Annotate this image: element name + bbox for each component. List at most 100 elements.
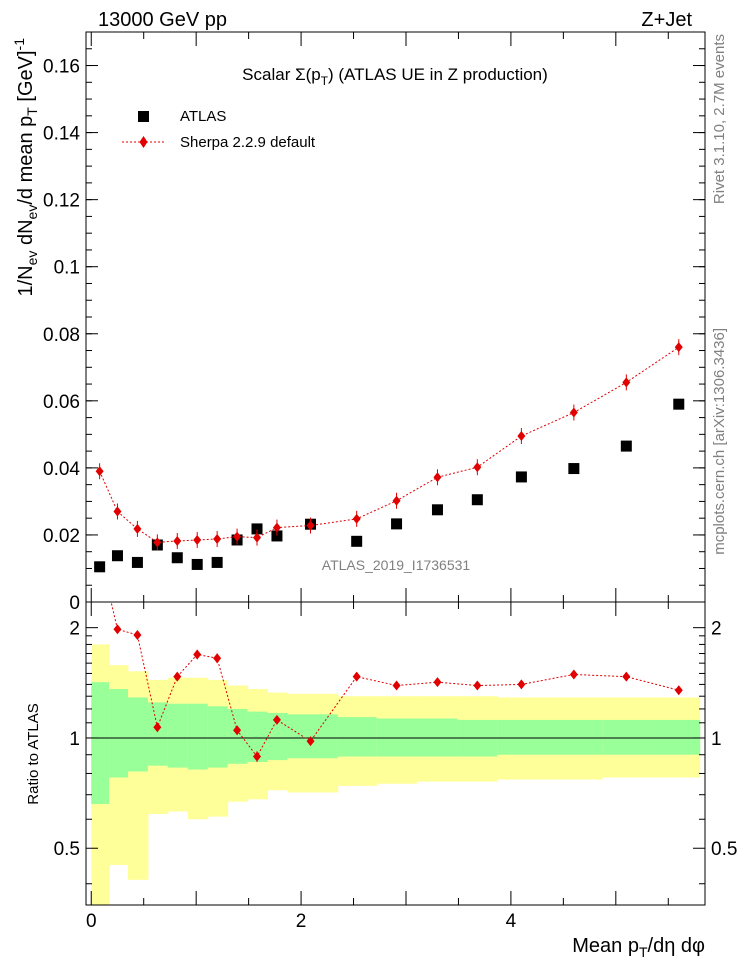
y-tick-label-main: 0	[69, 593, 80, 614]
analysis-watermark: ATLAS_2019_I1736531	[322, 557, 471, 573]
sherpa-ratio-point	[193, 649, 202, 660]
sherpa-data-point	[392, 495, 401, 506]
legend-atlas-label: ATLAS	[180, 108, 226, 125]
sherpa-data-point	[133, 523, 142, 534]
y-tick-label-main: 0.06	[43, 392, 80, 413]
atlas-data-point	[620, 440, 632, 452]
sherpa-data-point	[253, 532, 262, 543]
ratio-uncertainty-band-inner	[545, 719, 603, 755]
sherpa-data-point	[674, 342, 683, 353]
sherpa-data-point	[352, 513, 361, 524]
y-tick-label-ratio-right: 0.5	[711, 839, 737, 860]
sherpa-ratio-point	[233, 725, 242, 736]
sherpa-ratio-point	[213, 653, 222, 664]
y-axis-label-main: 1/Nev dNev/d mean pT [GeV]-1	[11, 38, 40, 297]
sherpa-data-point	[173, 535, 182, 546]
atlas-data-point	[568, 463, 580, 475]
atlas-data-point	[271, 530, 283, 542]
sherpa-ratio-point	[569, 669, 578, 680]
legend-atlas-marker	[138, 111, 149, 122]
ratio-uncertainty-band-inner	[167, 703, 189, 768]
atlas-data-point	[673, 398, 685, 410]
main-plot-frame	[85, 31, 706, 603]
y-tick-label-main: 0.02	[43, 526, 80, 547]
sherpa-ratio-point	[173, 671, 182, 682]
y-tick-label-main: 0.08	[43, 325, 80, 346]
y-tick-label-main: 0.16	[43, 57, 80, 78]
atlas-data-point	[515, 471, 527, 483]
y-tick-label-main: 0.1	[54, 258, 80, 279]
ratio-uncertainty-band-inner	[267, 712, 288, 761]
ratio-uncertainty-band-inner	[602, 719, 654, 755]
sherpa-ratio-point	[352, 671, 361, 682]
plot-title: Scalar Σ(pT) (ATLAS UE in Z production)	[242, 65, 548, 88]
ratio-uncertainty-band-inner	[227, 708, 249, 764]
sherpa-ratio-point	[96, 548, 104, 558]
atlas-data-point	[191, 558, 203, 570]
atlas-data-point	[251, 523, 263, 535]
atlas-data-point	[211, 556, 223, 568]
rivet-version-label: Rivet 3.1.10, 2.7M events	[711, 34, 728, 204]
y-tick-label-main: 0.12	[43, 191, 80, 212]
y-tick-label-main: 0.04	[43, 459, 80, 480]
main-plot-panel: 0 0.02 0.04 0.06 0.08 0.1 0.12 0.14 0.16 Scalar …	[11, 31, 706, 614]
sherpa-ratio-point	[622, 671, 631, 682]
x-tick-label: 4	[506, 911, 517, 932]
sherpa-ratio-point	[253, 751, 262, 762]
sherpa-ratio-point	[392, 680, 401, 691]
atlas-data-point	[171, 552, 183, 564]
ratio-uncertainty-band-inner	[109, 689, 129, 778]
sherpa-data-point	[233, 531, 242, 542]
sherpa-data-point	[473, 462, 482, 473]
y-tick-label-ratio: 0.5	[54, 839, 80, 860]
x-tick-label: 0	[86, 911, 97, 932]
ratio-uncertainty-band-inner	[287, 714, 339, 759]
sherpa-data-point	[569, 407, 578, 418]
sherpa-ratio-point	[272, 714, 281, 725]
y-tick-label-ratio-right: 2	[711, 619, 722, 640]
sherpa-ratio-point	[113, 624, 122, 635]
sherpa-data-point	[272, 522, 281, 533]
ratio-uncertainty-band-inner	[337, 717, 378, 757]
sherpa-ratio-point	[306, 736, 315, 747]
header-process-label: Z+Jet	[641, 9, 692, 31]
ratio-uncertainty-band-inner	[207, 706, 229, 768]
sherpa-data-point	[153, 537, 162, 548]
ratio-plot-frame	[85, 601, 706, 906]
y-tick-label-ratio-right: 1	[711, 729, 722, 750]
y-tick-label-main: 0.14	[43, 124, 80, 145]
ratio-uncertainty-band-inner	[127, 697, 149, 772]
atlas-data-point	[94, 561, 106, 573]
y-tick-label-ratio: 2	[69, 619, 80, 640]
y-axis-label-ratio: Ratio to ATLAS	[25, 703, 42, 804]
atlas-data-point	[351, 535, 363, 547]
sherpa-data-point	[306, 520, 315, 531]
ratio-uncertainty-band-inner	[247, 711, 269, 762]
y-tick-label-ratio: 1	[69, 729, 80, 750]
atlas-data-point	[431, 504, 443, 516]
sherpa-ratio-point	[473, 680, 482, 691]
atlas-data-point	[391, 518, 403, 530]
sherpa-data-point	[193, 534, 202, 545]
ratio-uncertainty-band-inner	[91, 682, 110, 805]
atlas-data-point	[131, 556, 143, 568]
legend: ATLAS Sherpa 2.2.9 default	[122, 108, 316, 151]
sherpa-ratio-point	[674, 685, 683, 696]
sherpa-ratio-point	[433, 677, 442, 688]
sherpa-data-point	[213, 533, 222, 544]
sherpa-data-point	[517, 431, 526, 442]
ratio-uncertainty-band-inner	[652, 719, 701, 755]
sherpa-curve	[99, 346, 680, 543]
ratio-plot-panel: 0 2 4 0.5 0.5 1 1 2 2 Ratio to ATLAS Mean pT/dη …	[25, 548, 737, 960]
legend-sherpa-marker	[139, 136, 148, 148]
x-tick-label: 2	[296, 911, 307, 932]
mcplots-reference-label: mcplots.cern.ch [arXiv:1306.3436]	[711, 328, 728, 555]
header-energy-label: 13000 GeV pp	[98, 9, 227, 31]
atlas-data-point	[111, 550, 123, 562]
ratio-uncertainty-band-inner	[497, 719, 547, 755]
sherpa-data-point	[113, 506, 122, 517]
sherpa-ratio-point	[133, 629, 142, 640]
sherpa-data-point	[433, 472, 442, 483]
ratio-uncertainty-band-inner	[187, 703, 209, 770]
